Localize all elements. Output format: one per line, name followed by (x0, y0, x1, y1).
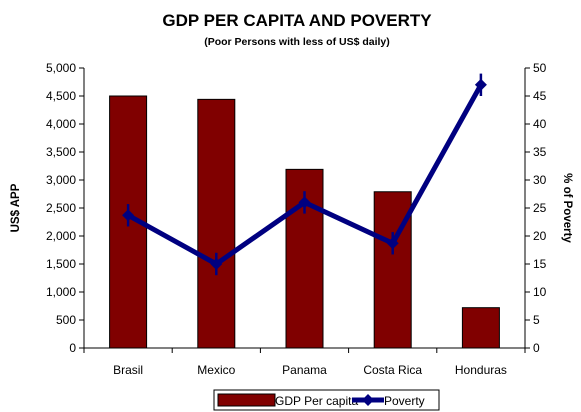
y2-tick-label: 45 (533, 89, 547, 103)
y-tick-label: 2,500 (46, 201, 76, 215)
chart-title: GDP PER CAPITA AND POVERTY (162, 11, 432, 30)
y-tick-label: 3,000 (46, 173, 76, 187)
poverty-marker (122, 209, 135, 222)
y2-axis-label: % of Poverty (561, 173, 573, 243)
bar-mexico (197, 98, 236, 349)
y2-tick-label: 0 (533, 341, 540, 355)
legend-swatch-gdp (217, 393, 276, 407)
poverty-marker (210, 258, 223, 270)
bar-honduras (461, 307, 500, 349)
y-tick-label: 5,000 (46, 61, 76, 75)
chart-subtitle: (Poor Persons with less of US$ daily) (204, 36, 390, 48)
x-tick-label: Brasil (113, 363, 143, 377)
x-tick-label: Panama (282, 363, 327, 377)
legend-swatch-poverty-marker (362, 394, 374, 406)
poverty-marker (474, 78, 487, 91)
y2-tick-label: 50 (533, 61, 547, 75)
y-tick-label: 2,000 (46, 229, 76, 243)
y2-tick-label: 5 (533, 313, 540, 327)
y2-tick-label: 10 (533, 285, 547, 299)
y-tick-label: 500 (56, 313, 76, 327)
y2-tick-label: 35 (533, 145, 547, 159)
y-tick-label: 0 (69, 341, 76, 355)
y2-tick-label: 25 (533, 201, 547, 215)
y-tick-label: 4,500 (46, 89, 76, 103)
y2-tick-label: 20 (533, 229, 547, 243)
y2-tick-label: 40 (533, 117, 547, 131)
y2-tick-label: 30 (533, 173, 547, 187)
y-tick-label: 4,000 (46, 117, 76, 131)
y-tick-label: 1,000 (46, 285, 76, 299)
y-tick-label: 1,500 (46, 257, 76, 271)
y-axis-label: US$ APP (10, 183, 22, 232)
x-tick-label: Costa Rica (363, 363, 422, 377)
x-tick-label: Mexico (197, 363, 235, 377)
poverty-marker (386, 237, 399, 250)
legend: GDP Per capita Poverty (213, 389, 440, 411)
poverty-marker (298, 196, 311, 209)
legend-label-gdp: GDP Per capita (275, 394, 358, 408)
y2-tick-label: 15 (533, 257, 547, 271)
x-tick-label: Honduras (455, 363, 507, 377)
legend-label-poverty: Poverty (384, 394, 425, 408)
y-tick-label: 3,500 (46, 145, 76, 159)
plot-area: 05001,0001,5002,0002,5003,0003,5004,0004… (46, 61, 547, 377)
